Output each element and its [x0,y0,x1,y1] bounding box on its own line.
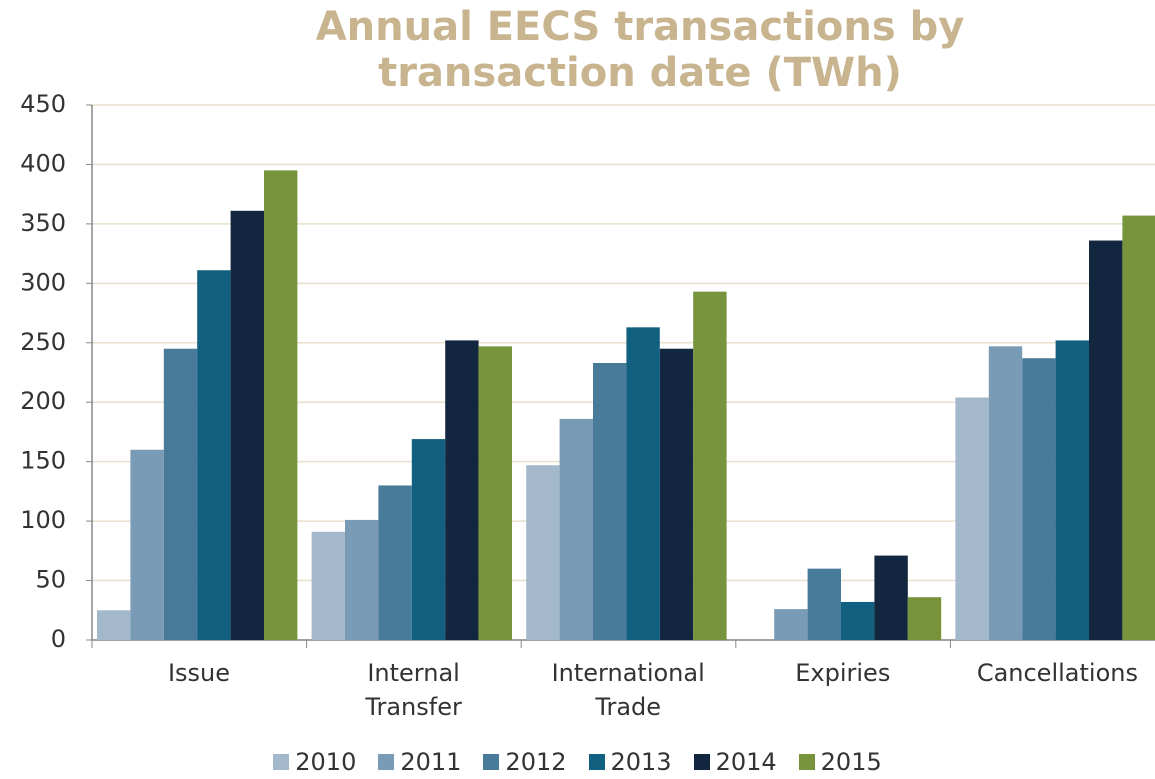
legend-swatch [693,754,710,770]
legend-label: 2010 [295,748,357,776]
bar [378,485,412,640]
y-tick-label: 400 [20,149,66,177]
y-tick-label: 200 [20,387,66,415]
legend-label: 2015 [820,748,882,776]
bar [593,362,627,640]
bar [163,348,198,640]
chart-title: Annual EECS transactions by transaction … [315,4,965,96]
legend-label: 2013 [610,748,672,776]
legend-swatch [798,754,815,770]
y-tick-label: 350 [20,209,66,237]
x-tick-label: International Trade [551,659,705,721]
bar [311,531,345,640]
bar [130,449,164,640]
bar [874,555,908,640]
legend-item: 2011 [378,748,461,776]
legend-label: 2012 [505,748,567,776]
y-tick-label: 250 [20,328,66,356]
bar [774,609,808,640]
bar [988,346,1023,640]
legend-item: 2010 [273,748,356,776]
bar [478,346,512,640]
bar [626,327,660,640]
x-tick-label: Issue [167,659,231,687]
bar [1022,358,1056,640]
bar [526,465,560,640]
legend-label: 2011 [400,748,462,776]
y-tick-label: 0 [51,625,66,653]
bar [445,340,479,640]
legend-item: 2015 [798,748,882,776]
y-tick-label: 100 [20,506,66,534]
y-tick-label: 300 [20,268,66,296]
legend-swatch [483,754,500,770]
x-tick-label: Cancellations [976,659,1138,687]
legend-item: 2014 [693,748,777,776]
bar [97,610,131,640]
y-tick-label: 50 [35,566,66,594]
x-tick-label: Internal Transfer [365,659,462,721]
bar [230,210,264,641]
bar [907,597,942,640]
legend-swatch [588,754,605,770]
bar [411,439,446,640]
bar [659,348,694,640]
y-tick-label: 450 [20,90,66,118]
x-tick-label: Expiries [795,659,891,687]
bar [1055,340,1089,640]
bar [1122,215,1155,641]
legend-label: 2014 [715,748,777,776]
legend-swatch [273,754,290,770]
legend: 2010 2011 2012 2013 2014 2015 [0,748,1155,776]
bar [197,270,231,640]
bar [955,397,989,640]
legend-swatch [378,754,395,770]
legend-item: 2012 [483,748,567,776]
bar [264,170,298,640]
bar [559,418,593,640]
bar [807,568,841,640]
bar [841,601,875,640]
bar [1089,240,1123,641]
bar [345,519,379,640]
legend-item: 2013 [588,748,672,776]
y-tick-label: 150 [20,447,66,475]
bar [693,291,727,640]
